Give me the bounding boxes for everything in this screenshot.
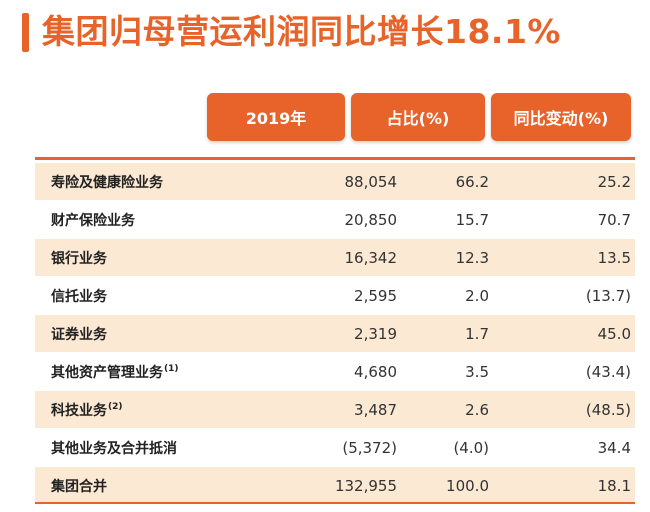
share-cell: 1.7 [465, 324, 489, 343]
share-cell: 66.2 [455, 172, 489, 191]
table-row: 其他资产管理业务(1) 4,680 3.5 (43.4) [35, 353, 635, 391]
amount-cell: 2,595 [354, 286, 397, 305]
change-cell: 45.0 [597, 324, 631, 343]
amount-cell: 4,680 [354, 362, 397, 381]
table-row: 寿险及健康险业务 88,054 66.2 25.2 [35, 163, 635, 201]
change-cell: (43.4) [585, 362, 631, 381]
change-cell: 18.1 [597, 476, 631, 495]
row-label: 银行业务 [51, 250, 107, 267]
column-header-share: 占比(%) [351, 93, 485, 141]
table-bottom-divider [35, 502, 635, 504]
table-top-divider [35, 157, 635, 160]
table-row: 财产保险业务 20,850 15.7 70.7 [35, 201, 635, 239]
row-label: 证券业务 [51, 326, 107, 343]
table-row: 信托业务 2,595 2.0 (13.7) [35, 277, 635, 315]
row-label: 信托业务 [51, 288, 107, 305]
footnote-marker: (1) [164, 363, 179, 374]
amount-cell: (5,372) [342, 438, 397, 457]
column-header-2019: 2019年 [207, 93, 345, 141]
change-cell: 34.4 [597, 438, 631, 457]
amount-cell: 16,342 [344, 248, 398, 267]
table-row: 证券业务 2,319 1.7 45.0 [35, 315, 635, 353]
change-cell: 70.7 [597, 210, 631, 229]
profit-table: 寿险及健康险业务 88,054 66.2 25.2 财产保险业务 20,850 … [35, 163, 635, 505]
table-row-total: 集团合并 132,955 100.0 18.1 [35, 467, 635, 505]
change-cell: 13.5 [597, 248, 631, 267]
amount-cell: 132,955 [334, 476, 397, 495]
footnote-marker: (2) [108, 401, 123, 412]
column-header-yoy-change: 同比变动(%) [491, 93, 631, 141]
share-cell: 2.0 [465, 286, 489, 305]
change-cell: 25.2 [597, 172, 631, 191]
share-cell: 15.7 [455, 210, 489, 229]
row-label: 寿险及健康险业务 [51, 174, 163, 191]
row-label: 其他资产管理业务(1) [51, 363, 179, 381]
amount-cell: 88,054 [344, 172, 398, 191]
share-cell: 100.0 [446, 476, 489, 495]
amount-cell: 2,319 [354, 324, 397, 343]
row-label: 财产保险业务 [51, 212, 135, 229]
title-accent-bar [22, 13, 29, 52]
share-cell: 3.5 [465, 362, 489, 381]
share-cell: (4.0) [453, 438, 489, 457]
share-cell: 2.6 [465, 400, 489, 419]
row-label: 科技业务(2) [51, 401, 123, 419]
amount-cell: 20,850 [344, 210, 398, 229]
change-cell: (48.5) [585, 400, 631, 419]
slide-title: 集团归母营运利润同比增长18.1% [42, 12, 561, 51]
table-row: 科技业务(2) 3,487 2.6 (48.5) [35, 391, 635, 429]
share-cell: 12.3 [455, 248, 489, 267]
amount-cell: 3,487 [354, 400, 397, 419]
row-label: 其他业务及合并抵消 [51, 440, 177, 457]
row-label: 集团合并 [51, 478, 107, 495]
table-row: 银行业务 16,342 12.3 13.5 [35, 239, 635, 277]
change-cell: (13.7) [585, 286, 631, 305]
table-row: 其他业务及合并抵消 (5,372) (4.0) 34.4 [35, 429, 635, 467]
